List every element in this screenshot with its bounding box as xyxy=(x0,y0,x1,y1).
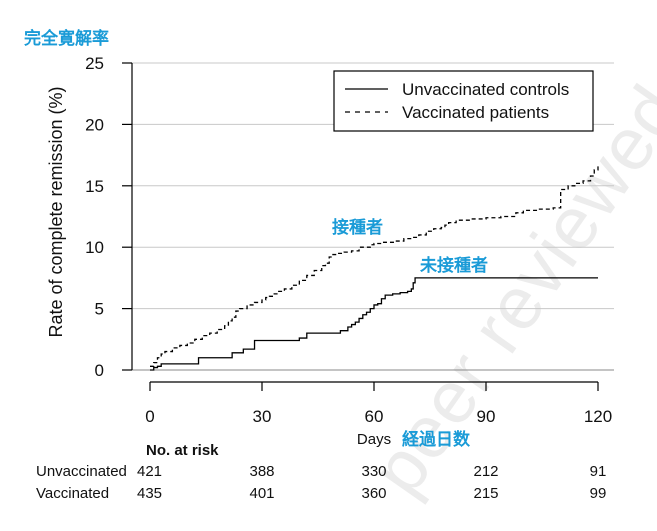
legend: Unvaccinated controls Vaccinated patient… xyxy=(333,70,594,132)
gridlines xyxy=(132,62,614,371)
y-tick-label: 25 xyxy=(85,54,104,73)
x-tick-label: 120 xyxy=(584,407,612,426)
chart-title-jp: 完全寛解率 xyxy=(24,28,109,49)
x-tick-label: 0 xyxy=(145,407,154,426)
risk-row-label-vaccinated: Vaccinated xyxy=(36,485,109,502)
y-tick-label: 20 xyxy=(85,115,104,134)
risk-value: 99 xyxy=(590,485,607,502)
x-tick-label: 30 xyxy=(253,407,272,426)
risk-row-label-unvaccinated: Unvaccinated xyxy=(36,463,127,480)
series-lines xyxy=(150,163,599,371)
x-axis-title: Days xyxy=(357,431,391,448)
risk-value: 421 xyxy=(137,463,162,480)
risk-value: 360 xyxy=(361,485,386,502)
annotation-vaccinated-jp: 接種者 xyxy=(332,217,383,238)
watermark: peer reviewed xyxy=(355,70,657,509)
legend-box xyxy=(333,70,594,132)
risk-table-values: 421 388 330 212 91 435 401 360 215 99 xyxy=(137,463,606,502)
risk-value: 212 xyxy=(473,463,498,480)
y-tick-label: 0 xyxy=(95,361,104,380)
risk-value: 215 xyxy=(473,485,498,502)
y-tick-label: 10 xyxy=(85,238,104,257)
legend-label-unvaccinated: Unvaccinated controls xyxy=(402,80,569,99)
risk-value: 435 xyxy=(137,485,162,502)
risk-value: 401 xyxy=(249,485,274,502)
x-tick-label: 90 xyxy=(477,407,496,426)
x-axis-title-jp: 経過日数 xyxy=(402,429,471,450)
y-tick-label: 5 xyxy=(95,300,104,319)
legend-label-vaccinated: Vaccinated patients xyxy=(402,103,549,122)
risk-value: 388 xyxy=(249,463,274,480)
axes: 0 5 10 15 20 25 0 30 60 90 120 xyxy=(85,54,612,426)
y-axis-title: Rate of complete remission (%) xyxy=(46,86,66,337)
y-tick-label: 15 xyxy=(85,177,104,196)
annotation-unvaccinated-jp: 未接種者 xyxy=(419,255,488,276)
series-line-unvaccinated xyxy=(150,277,598,371)
risk-table-header: No. at risk xyxy=(146,442,219,459)
risk-value: 330 xyxy=(361,463,386,480)
x-tick-label: 60 xyxy=(365,407,384,426)
risk-value: 91 xyxy=(590,463,607,480)
series-line-vaccinated xyxy=(150,163,599,367)
